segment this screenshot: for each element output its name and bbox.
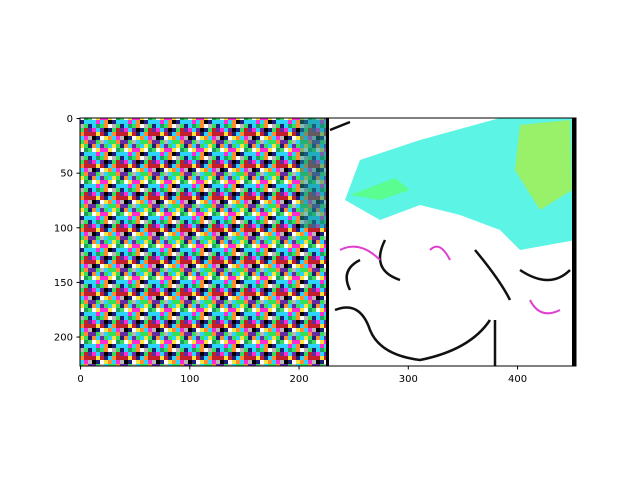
y-tick-label: 50 — [60, 169, 73, 180]
y-tick-label: 0 — [67, 114, 73, 125]
axes-frame — [79, 117, 577, 367]
x-tick-label: 400 — [508, 374, 527, 385]
left-panel-shade — [300, 118, 328, 228]
y-tick-label: 150 — [54, 278, 73, 289]
x-tick-label: 100 — [180, 374, 199, 385]
image — [80, 118, 576, 366]
y-tick-label: 200 — [54, 333, 73, 344]
x-tick-label: 0 — [77, 374, 83, 385]
y-tick-label: 100 — [54, 223, 73, 234]
green-patch — [350, 178, 410, 200]
magenta-lines — [339, 245, 561, 315]
green-region — [515, 120, 572, 210]
left-panel — [80, 118, 328, 366]
edge-lines — [329, 120, 571, 366]
x-tick-label: 300 — [399, 374, 418, 385]
seam — [326, 118, 329, 366]
ticks: 0 100 200 300 400 0 50 100 150 200 — [54, 114, 527, 385]
right-edge — [572, 118, 576, 366]
x-tick-label: 200 — [290, 374, 309, 385]
